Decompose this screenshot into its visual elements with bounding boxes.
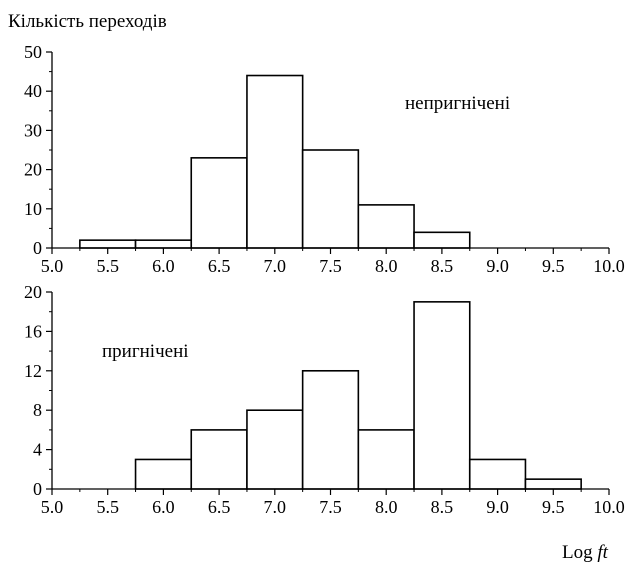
bottom-histogram: пригнічені 5.0 5.5 6.0 6.5 7.0 7.5 8.0 8.5 9.0 9.… (24, 282, 625, 517)
x-tick-label: 8.5 (431, 256, 454, 276)
histogram-bar (301, 369, 360, 490)
x-tick-label: 8.0 (375, 256, 398, 276)
y-tick-label: 50 (24, 42, 42, 62)
series-annotation-unsuppressed: непригнічені (405, 93, 510, 114)
x-tick-label: 9.5 (542, 256, 565, 276)
y-tick-label: 4 (33, 440, 42, 460)
y-axis-label: Кількість переходів (8, 11, 167, 32)
histogram-bar (357, 204, 415, 249)
x-tick-label: 7.0 (264, 256, 287, 276)
histogram-bar (190, 157, 248, 249)
x-tick-label: 5.5 (96, 256, 119, 276)
y-tick-label: 30 (24, 120, 42, 140)
x-tick-label: 8.5 (431, 497, 454, 517)
x-axis-label-log: Log (562, 542, 597, 563)
axes-group: 5.0 5.5 6.0 6.5 7.0 7.5 8.0 8.5 9.0 9.5 10.0 0 10 20 3… (24, 42, 625, 276)
x-tick-label: 10.0 (593, 256, 625, 276)
x-tick-label: 5.5 (96, 497, 119, 517)
series-annotation-suppressed: пригнічені (102, 341, 189, 362)
x-tick-label: 6.5 (208, 497, 231, 517)
x-tick-label: 6.0 (152, 497, 175, 517)
histogram-bar (79, 239, 137, 249)
histogram-bar (413, 301, 471, 490)
bars-group (134, 301, 582, 490)
y-tick-label: 10 (24, 199, 42, 219)
x-tick-label: 9.0 (486, 256, 509, 276)
x-tick-label: 5.0 (41, 256, 64, 276)
x-tick-label: 6.0 (152, 256, 175, 276)
histogram-bar (246, 409, 304, 490)
x-tick-label: 7.5 (319, 256, 342, 276)
x-tick-label: 5.0 (41, 497, 64, 517)
top-histogram: Кількість переходів непригнічені 5.0 5.5 6… (8, 11, 625, 276)
y-tick-label: 12 (24, 361, 42, 381)
histogram-bar (413, 231, 471, 249)
y-tick-label: 20 (24, 282, 42, 302)
bars-group (79, 74, 471, 249)
x-axis-label: Log ft (562, 542, 609, 563)
y-tick-label: 0 (33, 238, 42, 258)
y-tick-label: 20 (24, 160, 42, 180)
x-tick-label: 6.5 (208, 256, 231, 276)
histogram-bar (190, 429, 248, 490)
x-axis-label-ft: ft (597, 542, 608, 563)
x-tick-label: 7.5 (319, 497, 342, 517)
histogram-bar (468, 458, 527, 490)
histogram-bar (246, 74, 304, 249)
y-tick-label: 0 (33, 479, 42, 499)
x-tick-label: 9.0 (486, 497, 509, 517)
histogram-bar (134, 458, 193, 490)
x-tick-label: 9.5 (542, 497, 565, 517)
y-tick-label: 40 (24, 81, 42, 101)
y-tick-label: 8 (33, 400, 42, 420)
y-tick-label: 16 (24, 321, 42, 341)
axes-group: 5.0 5.5 6.0 6.5 7.0 7.5 8.0 8.5 9.0 9.5 10.0 0 4 8 12 1… (24, 282, 625, 517)
histogram-bar (524, 478, 582, 490)
x-tick-label: 8.0 (375, 497, 398, 517)
histogram-bar (301, 149, 360, 249)
x-tick-label: 7.0 (264, 497, 287, 517)
histogram-bar (357, 429, 415, 490)
x-tick-label: 10.0 (593, 497, 625, 517)
histogram-bar (134, 239, 193, 249)
